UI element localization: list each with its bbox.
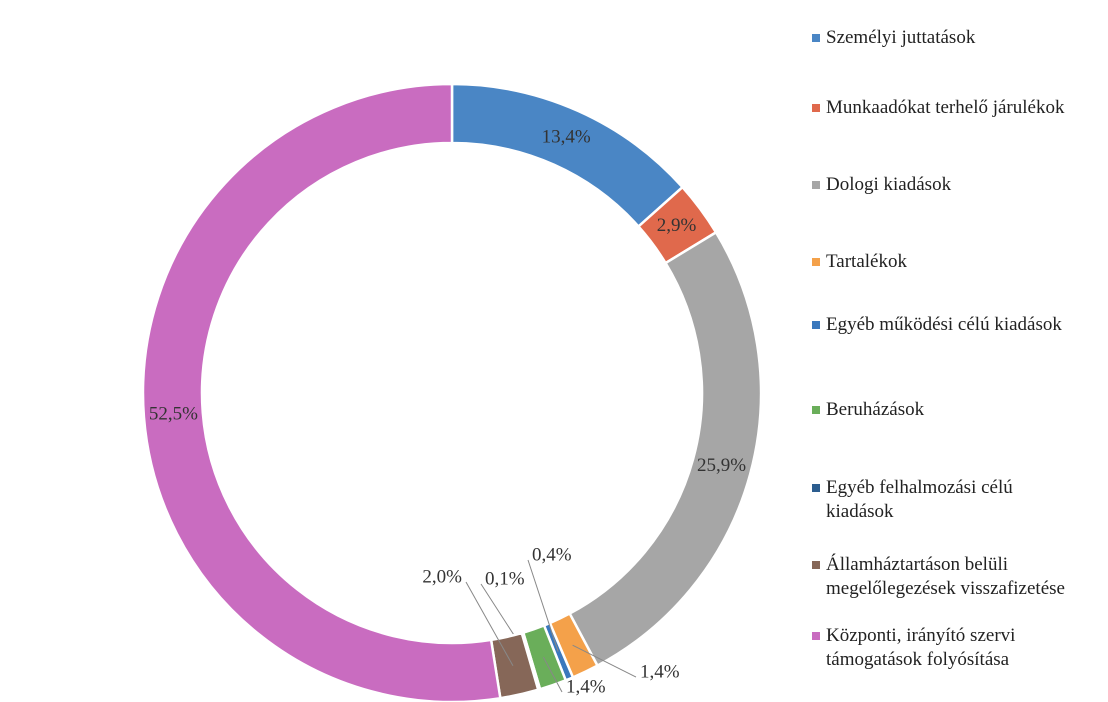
data-label: 2,0% bbox=[422, 566, 462, 587]
legend-label: Dologi kiadások bbox=[826, 174, 952, 195]
donut-slice bbox=[450, 82, 685, 229]
chart: 13,4% 2,9% 25,9% 1,4% 0,4% 1,4% 0,1% 2,0% 52,5% bbox=[141, 82, 763, 702]
legend-item: Személyi juttatások bbox=[812, 26, 1072, 50]
leader-line bbox=[542, 656, 563, 693]
legend-item: Tartalékok bbox=[812, 250, 1072, 274]
data-label: 0,4% bbox=[532, 544, 572, 565]
leader-line bbox=[465, 581, 514, 667]
legend-label: Egyéb felhalmozási célú kiadások bbox=[826, 477, 1013, 522]
legend-label: Tartalékok bbox=[826, 251, 907, 272]
legend-label: Egyéb működési célú kiadások bbox=[826, 314, 1062, 335]
data-label: 2,9% bbox=[657, 215, 697, 236]
legend-swatch bbox=[812, 104, 820, 112]
legend-swatch bbox=[812, 406, 820, 414]
legend-label: Munkaadókat terhelő járulékok bbox=[826, 97, 1065, 118]
data-label: 13,4% bbox=[542, 126, 591, 147]
leader-line bbox=[527, 559, 559, 652]
data-label: 52,5% bbox=[149, 403, 198, 424]
legend-item: Dologi kiadások bbox=[812, 173, 1072, 197]
legend-item: Egyéb működési célú kiadások bbox=[812, 313, 1072, 337]
legend-item: Központi, irányító szervi támogatások fo… bbox=[812, 624, 1072, 672]
legend-item: Államháztartáson belüli megelőlegezések … bbox=[812, 553, 1072, 601]
legend-item: Munkaadókat terhelő járulékok bbox=[812, 96, 1072, 120]
data-label: 25,9% bbox=[697, 455, 746, 476]
legend-swatch bbox=[812, 181, 820, 189]
legend-item: Beruházások bbox=[812, 398, 1072, 422]
data-label: 0,1% bbox=[485, 568, 525, 589]
data-label: 1,4% bbox=[566, 676, 606, 697]
leader-line bbox=[572, 644, 637, 678]
legend-swatch bbox=[812, 484, 820, 492]
legend-swatch bbox=[812, 632, 820, 640]
legend-label: Beruházások bbox=[826, 399, 925, 420]
donut-slice bbox=[141, 82, 502, 702]
legend-item: Egyéb felhalmozási célú kiadások bbox=[812, 476, 1072, 524]
legend-swatch bbox=[812, 258, 820, 266]
donut-slice bbox=[567, 230, 763, 668]
legend-swatch bbox=[812, 561, 820, 569]
legend-label: Központi, irányító szervi támogatások fo… bbox=[826, 625, 1016, 670]
legend-label: Személyi juttatások bbox=[826, 27, 976, 48]
legend-swatch bbox=[812, 34, 820, 42]
legend-label: Államháztartáson belüli megelőlegezések … bbox=[826, 554, 1065, 599]
data-label: 1,4% bbox=[640, 661, 680, 682]
legend-swatch bbox=[812, 321, 820, 329]
